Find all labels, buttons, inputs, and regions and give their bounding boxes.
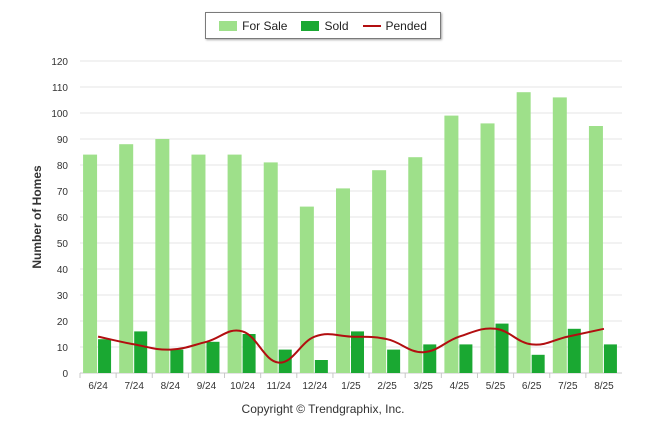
bar-for-sale[interactable]	[480, 123, 495, 374]
y-tick-label: 80	[57, 161, 69, 172]
y-axis-ticks: 0 10 20 30 40 50 60 70 80 90 100 110 120	[51, 57, 68, 380]
bar-sold[interactable]	[314, 360, 328, 373]
x-axis-ticks: 6/24 7/24 8/24 9/24 10/24 11/24 12/24 1/25 2/25 3…	[79, 373, 614, 392]
bar-sold[interactable]	[170, 349, 184, 373]
y-axis-label: Number of Homes	[30, 165, 44, 269]
gridlines	[80, 60, 622, 374]
y-tick-label: 60	[57, 213, 69, 224]
y-tick-label: 100	[51, 109, 68, 120]
bar-sold[interactable]	[531, 354, 545, 373]
bar-sold[interactable]	[351, 331, 364, 373]
bar-sold[interactable]	[459, 344, 473, 373]
y-tick-label: 70	[57, 187, 69, 198]
y-tick-label: 30	[57, 291, 69, 302]
x-tick-label: 6/24	[88, 381, 108, 392]
legend-swatch-pended	[362, 24, 381, 27]
x-tick-label: 10/24	[230, 381, 255, 392]
bar-for-sale[interactable]	[83, 154, 98, 373]
legend-swatch-sold	[301, 20, 320, 31]
x-tick-label: 2/25	[377, 381, 397, 392]
legend-item-sold[interactable]: Sold	[301, 18, 349, 33]
x-tick-label: 9/24	[197, 381, 217, 392]
bar-for-sale[interactable]	[155, 139, 170, 373]
bar-for-sale[interactable]	[444, 115, 459, 373]
x-tick-label: 7/25	[558, 381, 578, 392]
copyright-text: Copyright © Trendgraphix, Inc.	[241, 402, 405, 416]
pended-line	[97, 327, 605, 364]
bar-sold[interactable]	[98, 339, 112, 373]
bar-sold[interactable]	[603, 344, 617, 373]
bar-sold[interactable]	[134, 331, 148, 373]
y-tick-label: 40	[57, 265, 69, 276]
x-tick-label: 5/25	[486, 381, 506, 392]
line-pended[interactable]	[97, 327, 605, 364]
bars	[83, 92, 617, 374]
bar-sold[interactable]	[242, 334, 256, 373]
bar-for-sale[interactable]	[119, 144, 134, 373]
y-tick-label: 110	[52, 83, 68, 94]
y-tick-label: 0	[62, 369, 68, 380]
x-tick-label: 3/25	[414, 381, 434, 392]
y-tick-label: 50	[57, 239, 69, 250]
bar-for-sale[interactable]	[552, 97, 567, 374]
bar-sold[interactable]	[387, 349, 401, 373]
bar-for-sale[interactable]	[588, 126, 603, 373]
x-tick-label: 12/24	[302, 381, 327, 392]
y-tick-label: 10	[57, 343, 69, 354]
legend-label-pended: Pended	[385, 18, 427, 33]
legend-item-for-sale[interactable]: For Sale	[219, 19, 287, 33]
x-tick-label: 6/25	[522, 381, 542, 392]
bar-sold[interactable]	[495, 323, 509, 373]
bar-for-sale[interactable]	[372, 170, 387, 373]
bar-for-sale[interactable]	[336, 188, 350, 373]
x-tick-label: 7/24	[124, 381, 144, 392]
x-tick-label: 8/24	[161, 381, 181, 392]
bar-for-sale[interactable]	[191, 154, 206, 373]
bar-for-sale[interactable]	[408, 157, 423, 373]
y-tick-label: 90	[57, 135, 69, 146]
legend-label-for-sale: For Sale	[242, 18, 288, 33]
y-tick-label: 120	[51, 57, 68, 68]
bar-for-sale[interactable]	[299, 206, 314, 373]
legend-swatch-for-sale	[219, 20, 238, 31]
y-tick-label: 20	[57, 317, 69, 328]
bar-sold[interactable]	[567, 328, 581, 373]
legend-label-sold: Sold	[324, 18, 349, 33]
x-tick-label: 1/25	[341, 381, 361, 392]
bar-for-sale[interactable]	[227, 154, 242, 373]
x-tick-label: 4/25	[450, 381, 470, 392]
legend-item-pended[interactable]: Pended	[362, 18, 427, 33]
x-tick-label: 11/24	[267, 381, 292, 392]
bar-sold[interactable]	[206, 341, 220, 373]
bar-for-sale[interactable]	[263, 162, 278, 373]
bar-for-sale[interactable]	[516, 92, 531, 373]
legend: For Sale Sold Pended	[205, 12, 441, 39]
x-tick-label: 8/25	[594, 381, 614, 392]
